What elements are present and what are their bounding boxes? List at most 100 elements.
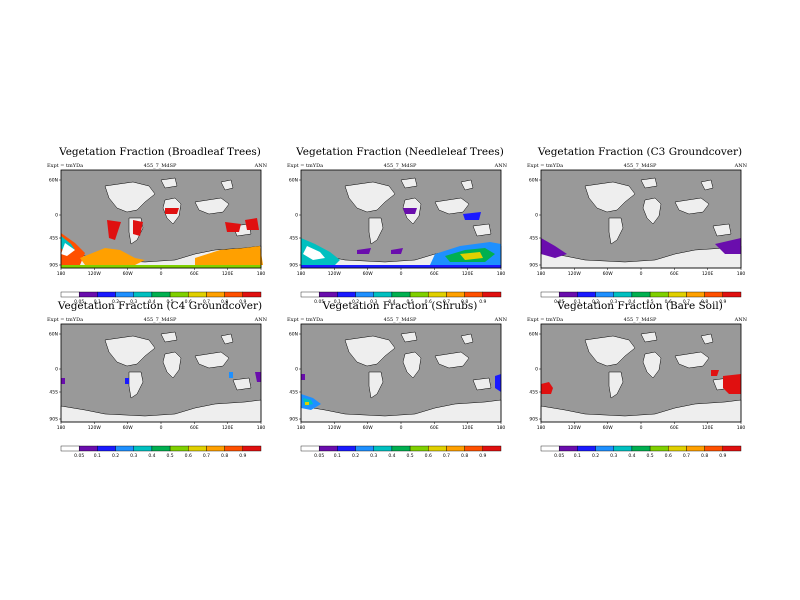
- colorbar-swatch: [206, 291, 225, 298]
- colorbar-swatch: [115, 445, 134, 452]
- land-mass: [160, 331, 178, 343]
- colorbar-swatch: [428, 291, 447, 298]
- lon-tick-label: 0: [400, 425, 403, 431]
- colorbar-swatch: [355, 445, 374, 452]
- land-mass: [642, 351, 662, 379]
- colorbar-swatch: [464, 291, 484, 298]
- colorbar-swatch: [577, 445, 596, 452]
- panel-title: Vegetation Fraction (Broadleaf Trees): [59, 146, 261, 158]
- colorbar-label: 0.9: [239, 453, 246, 459]
- lon-tick-label: 180: [297, 271, 306, 277]
- panel-title: Vegetation Fraction (Shrubs): [322, 300, 478, 312]
- colorbar-swatch: [577, 291, 596, 298]
- colorbar-label: 0.5: [647, 299, 654, 305]
- colorbar-label: 0.5: [407, 453, 414, 459]
- lon-tick-label: 180: [57, 425, 66, 431]
- colorbar-swatch: [115, 291, 134, 298]
- lat-tick-label: 0: [55, 213, 58, 219]
- land-mass: [584, 181, 636, 213]
- land-mass: [368, 217, 384, 245]
- land-mass: [460, 179, 474, 191]
- lon-tick-label: 180: [57, 271, 66, 277]
- lon-tick-label: 120W: [328, 425, 342, 431]
- lat-tick-label: 60N: [529, 178, 538, 184]
- map-shrubs: 60N 0 45S 90S 180 120W 60W 0 60E 120E 180: [289, 323, 505, 431]
- lon-tick-label: 120E: [702, 425, 714, 431]
- colorbar-label: 0.5: [647, 453, 654, 459]
- colorbar-swatch: [151, 445, 171, 452]
- experiment-label: Expt = tmYDa: [527, 317, 564, 323]
- colorbar: 0.05 0.1 0.2 0.3 0.4 0.5 0.6 0.7 0.8 0.9: [300, 291, 502, 305]
- lon-tick-label: 60E: [190, 425, 199, 431]
- colorbar-swatch: [188, 445, 207, 452]
- colorbar-swatch: [318, 445, 338, 452]
- colorbar-swatch: [206, 445, 225, 452]
- lon-tick-label: 60E: [430, 271, 439, 277]
- colorbar-label: 0.2: [112, 453, 119, 459]
- colorbar-swatch: [151, 291, 171, 298]
- map-bare-soil: 60N 0 45S 90S 180 120W 60W 0 60E 120E 180: [529, 323, 745, 431]
- colorbar-swatch: [428, 445, 447, 452]
- land-mass: [400, 331, 418, 343]
- lat-tick-label: 60N: [529, 332, 538, 338]
- colorbar-swatch: [668, 291, 687, 298]
- colorbar-label: 0.6: [665, 453, 672, 459]
- lat-tick-label: 90S: [289, 417, 298, 423]
- colorbar: 0.05 0.1 0.2 0.3 0.4 0.5 0.6 0.7 0.8 0.9: [540, 445, 742, 459]
- colorbar-label: 0.05: [314, 453, 324, 459]
- lon-tick-label: 0: [160, 425, 163, 431]
- map-needleleaf: 60N 0 45S 90S 180 120W 60W 0 60E 120E 180: [289, 169, 506, 277]
- panel-c4-groundcover: Vegetation Fraction (C4 Groundcover) Exp…: [45, 300, 275, 475]
- colorbar-swatch: [78, 445, 98, 452]
- colorbar-label: 0.7: [443, 299, 450, 305]
- colorbar-label: 0.8: [221, 299, 228, 305]
- colorbar-label: 0.05: [554, 453, 564, 459]
- land-mass: [194, 351, 230, 369]
- colorbar-swatch: [391, 291, 411, 298]
- colorbar-label: 0.5: [167, 299, 174, 305]
- panel-title: Vegetation Fraction (Bare Soil): [557, 300, 723, 312]
- colorbar-label: 0.2: [112, 299, 119, 305]
- colorbar-label: 0.1: [94, 453, 101, 459]
- lon-tick-label: 60E: [190, 271, 199, 277]
- colorbar: 0.05 0.1 0.2 0.3 0.4 0.5 0.6 0.7 0.8 0.9: [540, 291, 742, 305]
- lat-tick-label: 0: [535, 367, 538, 373]
- colorbar-label: 0.7: [683, 299, 690, 305]
- colorbar-swatch: [464, 445, 484, 452]
- land-mass: [160, 177, 178, 189]
- colorbar-swatch: [482, 445, 502, 452]
- lon-tick-label: 60W: [363, 425, 374, 431]
- lat-tick-label: 0: [295, 213, 298, 219]
- colorbar: 0.05 0.1 0.2 0.3 0.4 0.5 0.6 0.7 0.8 0.9: [60, 291, 262, 305]
- colorbar-label: 0.3: [370, 453, 377, 459]
- colorbar-label: 0.5: [167, 453, 174, 459]
- colorbar-swatch: [649, 291, 669, 298]
- colorbar-label: 0.05: [74, 453, 84, 459]
- colorbar-swatch: [133, 291, 153, 298]
- colorbar-label: 0.9: [479, 453, 486, 459]
- lat-tick-label: 45S: [289, 390, 298, 396]
- panel-broadleaf-trees: Vegetation Fraction (Broadleaf Trees) Ex…: [45, 146, 275, 321]
- lon-tick-label: 120W: [328, 271, 342, 277]
- colorbar-label: 0.2: [352, 453, 359, 459]
- colorbar-label: 0.4: [628, 299, 635, 305]
- colorbar-label: 0.4: [388, 299, 395, 305]
- lat-tick-label: 90S: [529, 417, 538, 423]
- land-mass: [700, 333, 714, 345]
- colorbar-swatch: [409, 445, 429, 452]
- colorbar-label: 0.3: [130, 453, 137, 459]
- land-mass: [162, 351, 182, 379]
- panel-bare-soil: Vegetation Fraction (Bare Soil) Expt = t…: [525, 300, 755, 475]
- colorbar-swatch: [373, 291, 393, 298]
- lon-tick-label: 180: [497, 271, 506, 277]
- land-mass: [642, 197, 662, 225]
- colorbar-swatch: [300, 445, 320, 452]
- lon-tick-label: 0: [400, 271, 403, 277]
- colorbar-label: 0.3: [370, 299, 377, 305]
- colorbar-swatch: [97, 291, 116, 298]
- lon-tick-label: 120E: [702, 271, 714, 277]
- colorbar-label: 0.1: [574, 453, 581, 459]
- colorbar-label: 0.1: [94, 299, 101, 305]
- lon-tick-label: 120E: [462, 425, 474, 431]
- colorbar-label: 0.6: [665, 299, 672, 305]
